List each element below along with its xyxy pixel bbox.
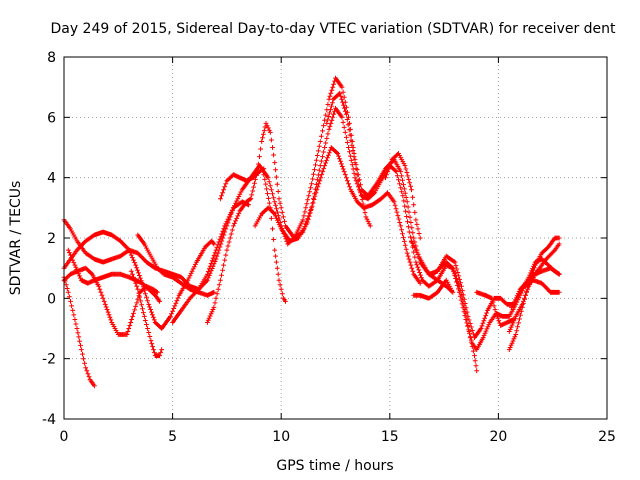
x-tick-label: 25 <box>598 429 616 445</box>
series-markers <box>61 274 97 389</box>
series-markers <box>252 145 423 286</box>
x-tick-label: 20 <box>489 429 507 445</box>
series-markers <box>474 289 516 328</box>
y-tick-label: 6 <box>47 110 56 126</box>
series-markers <box>383 151 423 241</box>
y-tick-label: 0 <box>47 291 56 307</box>
y-axis-label: SDTVAR / TECUs <box>8 181 24 296</box>
x-tick-label: 5 <box>168 429 177 445</box>
series-trace-14 <box>324 90 373 229</box>
y-tick-label: -2 <box>42 352 56 368</box>
y-tick-label: 4 <box>47 171 56 187</box>
series-trace-21 <box>509 256 562 310</box>
plot-frame <box>63 56 608 420</box>
x-tick-label: 10 <box>272 429 290 445</box>
data-points <box>61 75 562 389</box>
series-markers <box>205 196 254 325</box>
series-trace-9 <box>205 196 254 325</box>
x-tick-label: 15 <box>381 429 399 445</box>
series-trace-8 <box>170 199 251 325</box>
series-markers <box>65 247 162 304</box>
series-trace-7 <box>65 247 162 304</box>
series-trace-12 <box>252 145 423 286</box>
x-axis-label: GPS time / hours <box>276 458 393 474</box>
series-markers <box>509 256 562 310</box>
series-markers <box>261 172 288 304</box>
series-markers <box>324 90 373 229</box>
axis-ticks: 0 5 10 15 20 25 -4 -2 0 2 4 6 8 <box>42 50 616 445</box>
series-trace-16 <box>409 238 456 301</box>
chart-title: Day 249 of 2015, Sidereal Day-to-day VTE… <box>50 21 616 37</box>
series-markers <box>430 259 480 374</box>
series-trace-18 <box>474 289 516 328</box>
series-trace-13 <box>261 172 288 304</box>
y-tick-label: -4 <box>42 412 56 428</box>
series-markers <box>170 199 251 325</box>
y-tick-label: 2 <box>47 231 56 247</box>
y-tick-label: 8 <box>47 50 56 66</box>
series-trace-15 <box>383 151 423 241</box>
series-trace-4 <box>61 274 97 389</box>
series-markers <box>409 238 456 301</box>
series-trace-17 <box>430 259 480 374</box>
x-tick-label: 0 <box>60 429 69 445</box>
